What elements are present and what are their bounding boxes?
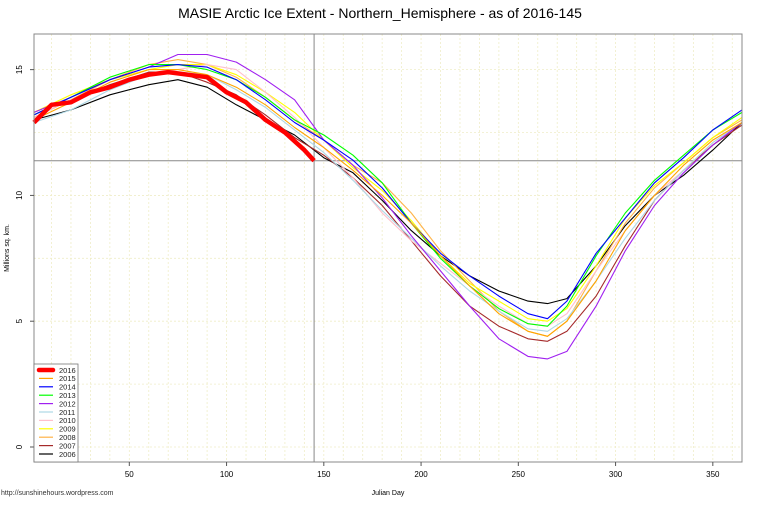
y-tick-label: 5	[15, 318, 24, 323]
axes: 50 100 150 200 250 300 350 0 5 10 15	[15, 65, 720, 479]
legend-label-2013: 2013	[59, 391, 76, 400]
legend-label-2015: 2015	[59, 374, 76, 383]
series-line-2012	[33, 53, 743, 360]
y-axis-label: Millions sq. km.	[4, 224, 11, 272]
plot-frame	[33, 33, 743, 463]
y-tick-label: 10	[15, 190, 24, 199]
x-tick-label: 250	[512, 470, 526, 479]
x-tick-label: 100	[220, 470, 234, 479]
legend-label-2011: 2011	[59, 408, 75, 417]
x-tick-label: 350	[706, 470, 720, 479]
legend-label-2012: 2012	[59, 399, 76, 408]
x-axis-label: Julian Day	[372, 490, 405, 497]
reference-lines	[34, 34, 742, 462]
y-tick-label: 0	[15, 444, 24, 449]
legend-label-2010: 2010	[59, 416, 76, 425]
legend-label-2016: 2016	[59, 366, 76, 375]
legend-label-2006: 2006	[59, 450, 76, 459]
x-tick-label: 200	[414, 470, 428, 479]
series-line-2009	[33, 64, 743, 322]
series-line-2015	[33, 69, 743, 337]
series-line-2016	[32, 69, 316, 163]
legend-label-2014: 2014	[59, 383, 76, 392]
legend-label-2009: 2009	[59, 425, 76, 434]
series-line-2006	[33, 79, 743, 305]
chart-title: MASIE Arctic Ice Extent - Northern_Hemis…	[178, 5, 582, 21]
series-line-2008	[33, 59, 743, 337]
y-tick-label: 15	[15, 65, 24, 74]
x-tick-label: 150	[317, 470, 331, 479]
x-tick-label: 50	[125, 470, 134, 479]
grid	[34, 34, 742, 462]
series-lines	[32, 53, 743, 360]
legend: 2016201520142013201220112010200920082007…	[33, 363, 79, 463]
x-tick-label: 300	[609, 470, 623, 479]
source-url: http://sunshinehours.wordpress.com	[1, 490, 114, 497]
legend-label-2008: 2008	[59, 433, 76, 442]
legend-label-2007: 2007	[59, 441, 76, 450]
